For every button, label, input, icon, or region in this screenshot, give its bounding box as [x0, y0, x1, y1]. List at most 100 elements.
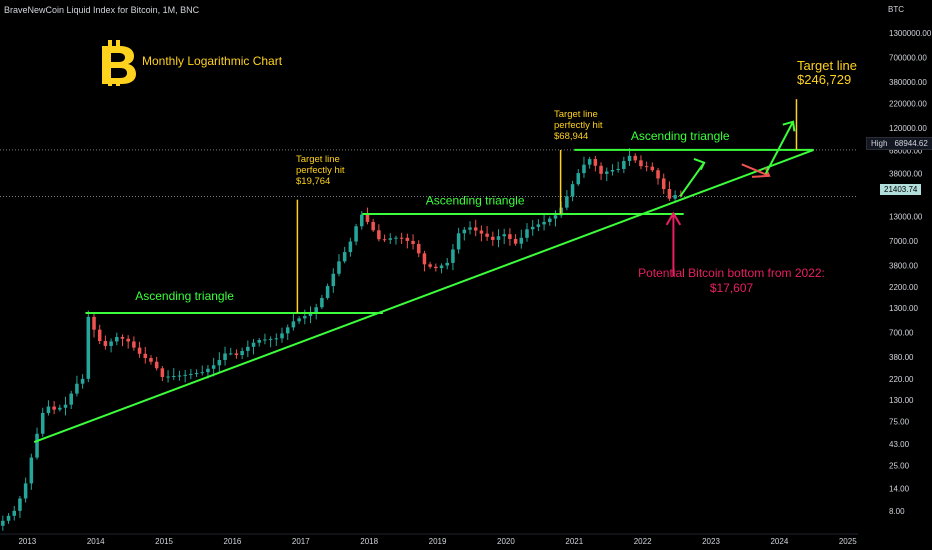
candle-body: [434, 266, 438, 269]
candle-body: [416, 243, 421, 254]
y-tick-label: 3800.00: [889, 261, 918, 270]
candle-body: [285, 327, 290, 334]
y-tick-label: 38000.00: [889, 170, 923, 179]
candle-body: [530, 226, 535, 230]
bottom-arrow-head: [665, 211, 682, 226]
projection-arrow-up-2: [764, 121, 794, 175]
candle-body: [610, 169, 615, 172]
candle-body: [189, 373, 193, 375]
candle-body: [593, 159, 598, 166]
candle-body: [536, 224, 541, 227]
candle-body: [143, 353, 148, 358]
candle-body: [382, 239, 387, 241]
target-note-1: $19,764: [296, 176, 330, 187]
candle-body: [257, 340, 261, 343]
candle-body: [109, 341, 113, 346]
candle-body: [502, 234, 506, 237]
candle-body: [166, 376, 170, 378]
candle-body: [428, 264, 432, 267]
x-tick-label: 2024: [770, 537, 788, 546]
target-note-3: Target line: [797, 58, 857, 73]
candle-body: [246, 346, 250, 351]
support-trendline: [33, 148, 814, 443]
target-note-2: $68,944: [554, 131, 588, 142]
y-tick-label: 43.00: [889, 440, 910, 449]
x-tick-label: 2019: [429, 537, 447, 546]
candle-body: [171, 376, 176, 378]
candle-body: [587, 159, 592, 165]
candle-body: [599, 165, 603, 174]
candle-body: [468, 227, 472, 230]
candle-body: [519, 237, 524, 244]
candle-body: [126, 338, 130, 342]
y-tick-label: 25.00: [889, 461, 910, 470]
candle-body: [342, 252, 347, 262]
target-note-2: perfectly hit: [554, 120, 603, 131]
candle-body: [29, 457, 34, 484]
candle-body: [63, 404, 68, 408]
symbol-header: BraveNewCoin Liquid Index for Bitcoin, 1…: [4, 5, 200, 15]
candle-body: [120, 336, 125, 339]
candle-body: [331, 273, 336, 287]
candle-body: [439, 265, 444, 269]
y-tick-label: 8.00: [889, 507, 905, 516]
target-note-2: Target line: [554, 109, 598, 120]
candle-body: [661, 178, 666, 190]
candle-body: [485, 233, 489, 237]
candle-body: [303, 316, 307, 319]
candle-body: [251, 342, 256, 347]
candle-body: [388, 238, 393, 240]
candle-body: [354, 226, 358, 242]
y-tick-label: 380000.00: [889, 78, 927, 87]
candle-body: [228, 353, 233, 355]
candle-body: [240, 350, 244, 356]
arrow-head-1: [693, 157, 706, 171]
y-tick-label: 700000.00: [889, 54, 927, 63]
candle-body: [399, 237, 404, 239]
candle-body: [348, 241, 353, 253]
current-price-tag: 21403.74: [880, 184, 922, 195]
candle-body: [639, 160, 643, 167]
candle-body: [115, 336, 119, 342]
candle-body: [320, 297, 324, 308]
candle-body: [149, 357, 153, 362]
target-note-1: perfectly hit: [296, 165, 345, 176]
candle-body: [132, 341, 136, 348]
y-tick-label: 700.00: [889, 329, 914, 338]
bottom-note: $17,607: [710, 281, 754, 295]
candle-body: [177, 375, 182, 377]
candle-body: [616, 168, 620, 170]
x-tick-label: 2022: [634, 537, 652, 546]
candle-body: [12, 510, 17, 516]
candle-body: [211, 365, 216, 369]
candle-body: [268, 338, 273, 340]
candle-body: [508, 234, 512, 239]
candle-body: [92, 316, 96, 330]
candle-body: [473, 227, 478, 231]
y-tick-label: 2200.00: [889, 283, 918, 292]
y-tick-label: 13000.00: [889, 212, 923, 221]
high-price-tag: High 68944.62: [866, 137, 932, 150]
x-tick-label: 2015: [155, 537, 173, 546]
candle-body: [451, 249, 455, 263]
triangle-label-3: Ascending triangle: [631, 129, 730, 143]
x-tick-label: 2025: [839, 537, 857, 546]
x-tick-label: 2021: [565, 537, 583, 546]
y-tick-label: 7000.00: [889, 237, 918, 246]
currency-label: BTC: [888, 5, 904, 14]
candle-body: [280, 333, 284, 339]
y-tick-label: 75.00: [889, 418, 910, 427]
candle-body: [263, 339, 267, 341]
x-tick-label: 2014: [87, 537, 105, 546]
candle-body: [548, 218, 552, 222]
y-tick-label: 120000.00: [889, 124, 927, 133]
candle-body: [650, 166, 655, 171]
candle-body: [97, 329, 102, 341]
bottom-note: Potential Bitcoin bottom from 2022:: [638, 266, 825, 280]
candle-body: [18, 498, 22, 511]
candle-body: [525, 229, 529, 238]
candle-body: [234, 353, 239, 356]
candle-body: [667, 189, 672, 199]
candle-body: [576, 173, 581, 185]
